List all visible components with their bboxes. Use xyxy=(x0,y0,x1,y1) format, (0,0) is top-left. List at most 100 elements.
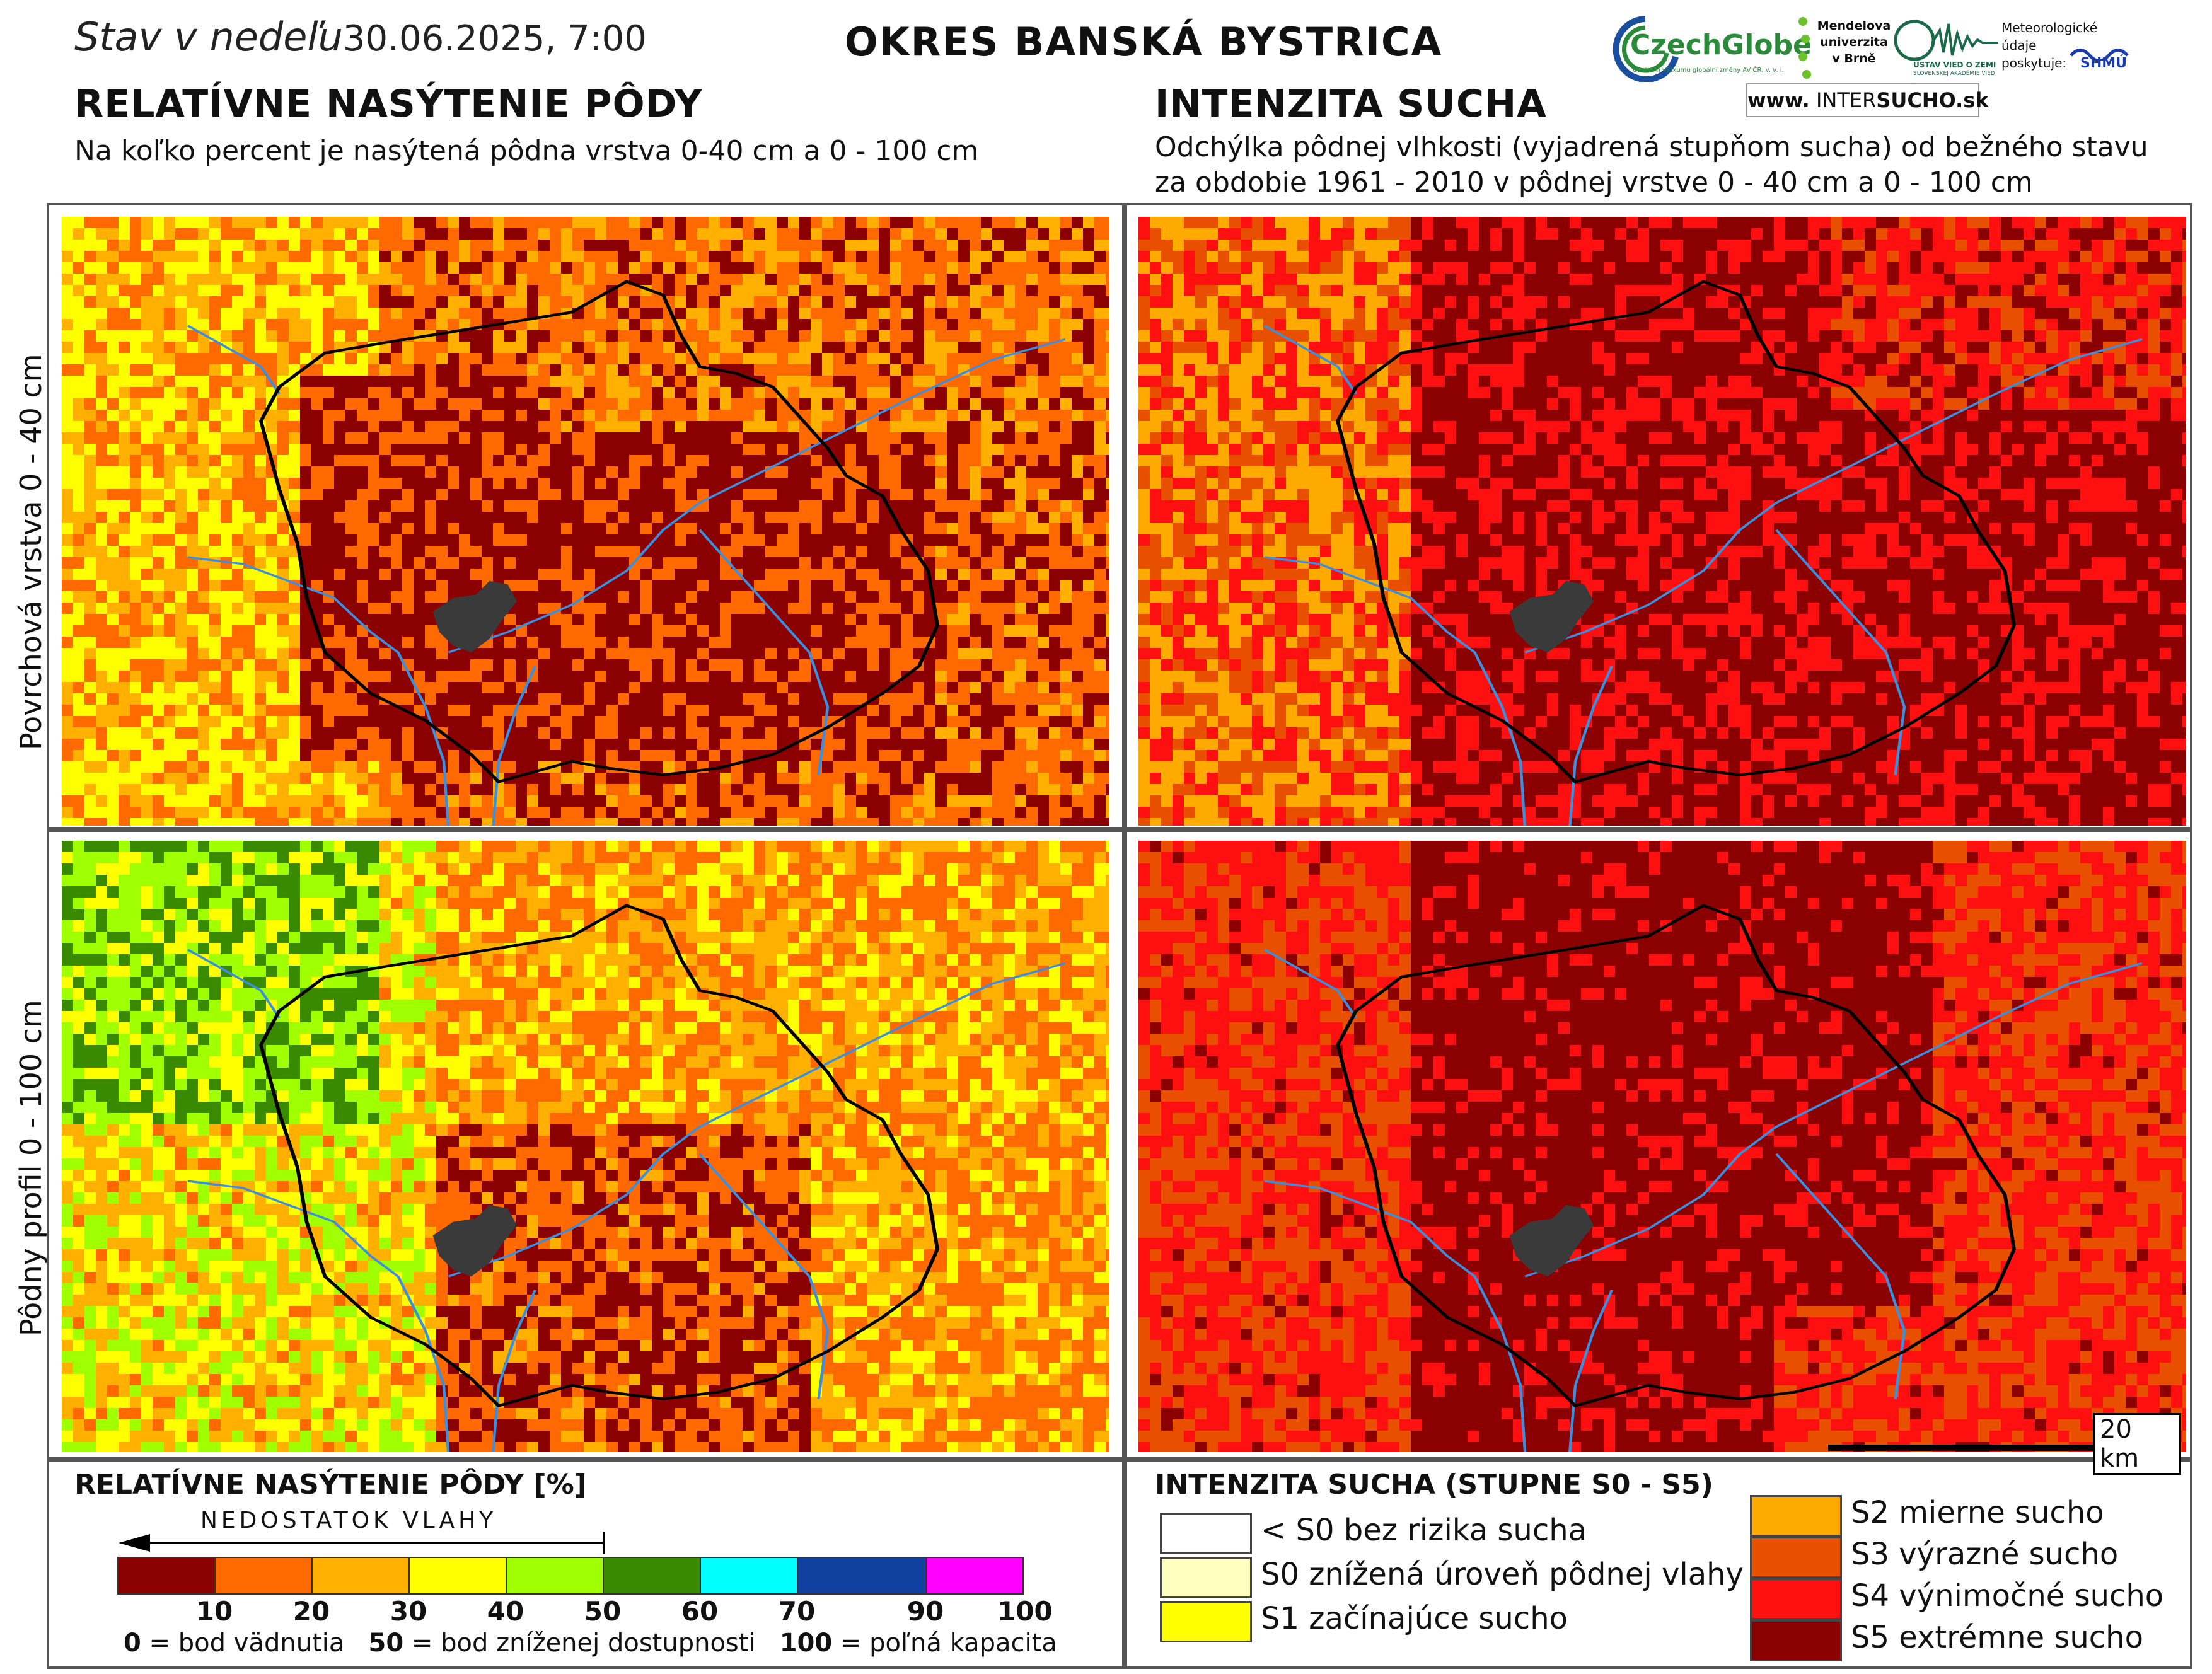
map-cell xyxy=(992,727,1004,739)
map-cell xyxy=(879,546,891,558)
map-cell xyxy=(345,569,357,580)
map-cell xyxy=(992,512,1004,524)
map-cell xyxy=(867,705,879,717)
map-cell xyxy=(1060,489,1072,501)
map-cell xyxy=(357,376,369,388)
map-cell xyxy=(731,444,743,456)
map-cell xyxy=(221,569,233,580)
map-cell xyxy=(311,251,323,263)
map-cell xyxy=(1060,410,1072,422)
map-cell xyxy=(436,285,448,297)
map-cell xyxy=(561,569,573,580)
map-cell xyxy=(221,376,233,388)
map-cell xyxy=(652,807,664,819)
map-cell xyxy=(777,614,789,626)
map-cell xyxy=(153,659,165,671)
map-cell xyxy=(153,603,165,615)
map-cell xyxy=(164,773,176,785)
map-cell xyxy=(357,410,369,422)
map-cell xyxy=(640,478,652,490)
map-cell xyxy=(232,784,244,796)
map-cell xyxy=(357,251,369,263)
map-cell xyxy=(130,342,142,354)
map-cell xyxy=(96,512,108,524)
map-cell xyxy=(992,262,1004,274)
map-cell xyxy=(856,648,868,660)
map-cell xyxy=(334,262,346,274)
map-cell xyxy=(357,262,369,274)
map-cell xyxy=(1094,750,1106,762)
map-cell xyxy=(1038,240,1050,251)
map-cell xyxy=(368,716,380,728)
map-cell xyxy=(697,637,709,649)
map-cell xyxy=(561,784,573,796)
map-cell xyxy=(266,410,278,422)
map-cell xyxy=(323,274,335,286)
map-cell xyxy=(345,773,357,785)
map-cell xyxy=(345,818,357,826)
map-cell xyxy=(277,671,289,683)
map-cell xyxy=(527,251,539,263)
map-cell xyxy=(493,308,505,320)
map-cell xyxy=(1026,410,1038,422)
map-cell xyxy=(153,478,165,490)
map-cell xyxy=(1060,523,1072,535)
map-cell xyxy=(1094,353,1106,365)
map-cell xyxy=(935,285,947,297)
map-cell xyxy=(62,557,74,569)
map-cell xyxy=(663,228,675,240)
map-cell xyxy=(935,682,947,694)
map-cell xyxy=(1049,761,1061,773)
map-cell xyxy=(584,398,596,410)
map-cell xyxy=(1049,296,1061,308)
map-cell xyxy=(924,705,936,717)
map-cell xyxy=(935,648,947,660)
map-cell xyxy=(743,432,755,444)
map-cell xyxy=(731,432,743,444)
map-cell xyxy=(901,410,913,422)
map-cell xyxy=(754,773,766,785)
map-cell xyxy=(527,319,539,331)
map-cell xyxy=(391,455,403,467)
map-cell xyxy=(516,648,528,660)
map-cell xyxy=(436,240,448,251)
map-cell xyxy=(357,546,369,558)
map-cell xyxy=(232,750,244,762)
map-cell xyxy=(675,376,686,388)
map-cell xyxy=(357,659,369,671)
map-cell xyxy=(1060,614,1072,626)
map-cell xyxy=(459,285,471,297)
map-cell xyxy=(1015,534,1027,546)
date-prefix: Stav v nedeľu xyxy=(74,14,343,60)
map-cell xyxy=(1106,807,1109,819)
map-cell xyxy=(209,818,221,826)
map-cell xyxy=(119,478,130,490)
map-cell xyxy=(221,466,233,478)
map-cell xyxy=(153,557,165,569)
map-cell xyxy=(765,671,777,683)
map-cell xyxy=(822,523,834,535)
map-cell xyxy=(391,727,403,739)
map-cell xyxy=(947,274,959,286)
map-cell xyxy=(402,603,414,615)
map-cell xyxy=(175,410,187,422)
map-cell xyxy=(504,466,516,478)
map-cell xyxy=(187,625,199,637)
map-cell xyxy=(584,262,596,274)
map-cell xyxy=(527,217,539,229)
map-cell xyxy=(255,398,267,410)
map-cell xyxy=(879,342,891,354)
map-cell xyxy=(153,773,165,785)
map-cell xyxy=(935,308,947,320)
map-cell xyxy=(1094,217,1106,229)
intersucho-link[interactable]: www. INTERSUCHO.sk xyxy=(1746,83,1989,117)
map-cell xyxy=(879,784,891,796)
map-cell xyxy=(867,523,879,535)
map-cell xyxy=(493,478,505,490)
map-cell xyxy=(606,739,618,751)
map-cell xyxy=(107,580,119,592)
map-cell xyxy=(640,308,652,320)
map-cell xyxy=(1106,534,1109,546)
map-cell xyxy=(777,750,789,762)
map-cell xyxy=(345,432,357,444)
